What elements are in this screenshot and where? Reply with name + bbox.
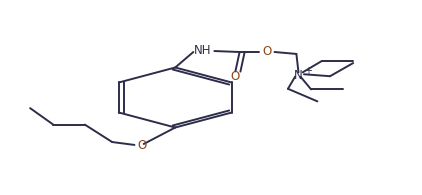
Text: O: O bbox=[230, 70, 239, 83]
Text: NH: NH bbox=[194, 43, 211, 57]
Text: O: O bbox=[262, 44, 272, 58]
Text: +: + bbox=[304, 66, 312, 76]
Text: O: O bbox=[138, 139, 147, 152]
Text: N: N bbox=[294, 69, 303, 82]
